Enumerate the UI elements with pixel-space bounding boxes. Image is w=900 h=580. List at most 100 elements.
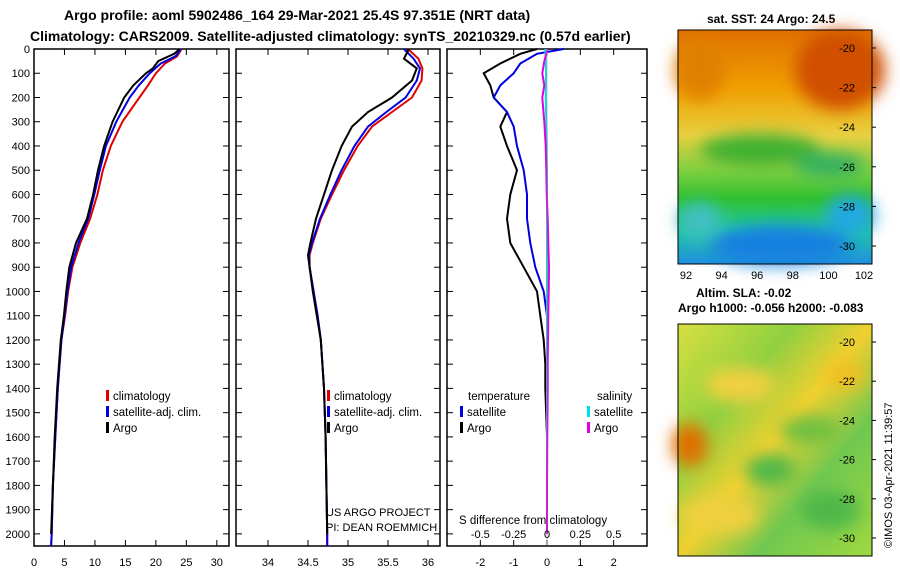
legend-swatch-satellite (106, 406, 109, 417)
depth-tick-label: 300 (12, 117, 30, 129)
map-lat-label: -22 (839, 83, 855, 95)
x-tick-label: 34 (262, 557, 274, 569)
x-tick-label: 2 (611, 557, 617, 569)
depth-tick-label: 1600 (6, 432, 30, 444)
series-line-t-satellite (492, 48, 564, 534)
x-tick-label: 10 (89, 557, 101, 569)
sla-map-title2: Argo h1000: -0.056 h2000: -0.083 (678, 301, 864, 315)
legend-t-satellite: satellite (467, 407, 506, 419)
x-tick-label: 1 (577, 557, 583, 569)
map-lat-label: -24 (839, 122, 855, 134)
x-tick-label: 15 (119, 557, 131, 569)
map-lat-label: -28 (839, 494, 855, 506)
series-line-s-argo (541, 48, 551, 534)
depth-tick-label: 100 (12, 68, 30, 80)
temperature-legend: climatology satellite-adj. clim. Argo (106, 390, 201, 435)
sla-map-axes: -20 -22 -24 -26 -28 -30 (839, 337, 876, 545)
legend-swatch-argo (106, 422, 109, 433)
sal-diff-tick-label: 0 (544, 529, 550, 541)
depth-tick-label: 200 (12, 92, 30, 104)
legend-satellite: satellite-adj. clim. (113, 407, 201, 419)
legend-climatology: climatology (334, 391, 392, 403)
depth-tick-label: 1000 (6, 286, 30, 298)
series-line-satellite-adj-clim- (50, 48, 182, 547)
legend-climatology: climatology (113, 391, 171, 403)
depth-tick-label: 600 (12, 189, 30, 201)
salinity-legend: climatology satellite-adj. clim. Argo (327, 390, 422, 435)
x-tick-label: 30 (211, 557, 223, 569)
map-lon-label: 102 (855, 270, 873, 282)
project-label: US ARGO PROJECT (326, 507, 431, 519)
map-lat-label: -28 (839, 201, 855, 213)
map-lon-label: 94 (715, 270, 727, 282)
difference-xlabel: S difference from climatology (459, 515, 607, 527)
depth-tick-label: 800 (12, 238, 30, 250)
temperature-plot-frame (33, 48, 230, 547)
sst-map-axes: -20 -22 -24 -26 -28 -30 92 94 96 98 100 102 (680, 43, 876, 282)
difference-legend: temperature satellite Argo salinity sate… (459, 391, 633, 541)
depth-tick-label: 1200 (6, 335, 30, 347)
series-line-t-argo (482, 48, 548, 534)
map-lon-label: 96 (751, 270, 763, 282)
legend-swatch-t-satellite (460, 406, 463, 417)
x-tick-label: -2 (475, 557, 485, 569)
depth-tick-label: 1800 (6, 480, 30, 492)
map-lat-label: -22 (839, 376, 855, 388)
depth-tick-label: 0 (24, 44, 30, 56)
series-line-argo (50, 48, 181, 534)
x-tick-label: 25 (180, 557, 192, 569)
salinity-plot-frame (235, 48, 441, 547)
sst-map-title: sat. SST: 24 Argo: 24.5 (707, 12, 836, 26)
depth-tick-label: 1900 (6, 505, 30, 517)
x-tick-label: 5 (61, 557, 67, 569)
depth-tick-label: 400 (12, 141, 30, 153)
depth-tick-label: 2000 (6, 529, 30, 541)
map-lat-label: -26 (839, 455, 855, 467)
x-tick-label: 36 (422, 557, 434, 569)
legend-t-argo: Argo (467, 423, 491, 435)
legend-swatch-climatology (106, 390, 109, 401)
x-tick-label: 0 (544, 557, 550, 569)
map-lon-label: 98 (787, 270, 799, 282)
x-tick-label: 35 (342, 557, 354, 569)
x-tick-label: -1 (509, 557, 519, 569)
map-lat-label: -24 (839, 415, 855, 427)
depth-tick-label: 700 (12, 214, 30, 226)
sal-diff-tick-label: 0.25 (570, 529, 591, 541)
depth-tick-label: 900 (12, 262, 30, 274)
legend-swatch-satellite (327, 406, 330, 417)
legend-swatch-climatology (327, 390, 330, 401)
legend-satellite: satellite-adj. clim. (334, 407, 422, 419)
sla-map-title1: Altim. SLA: -0.02 (696, 286, 792, 300)
legend-argo: Argo (113, 423, 137, 435)
legend-swatch-s-argo (587, 422, 590, 433)
depth-tick-label: 1300 (6, 359, 30, 371)
sal-diff-tick-label: -0.5 (471, 529, 490, 541)
map-lat-label: -20 (839, 43, 855, 55)
map-lat-label: -20 (839, 337, 855, 349)
x-tick-label: 0 (31, 557, 37, 569)
depth-axis: 0 100 200 300 400 500 600 700 800 900 1000 1100 1200… (6, 44, 647, 541)
depth-tick-label: 1500 (6, 408, 30, 420)
x-axes: 0 5 10 15 20 25 30 34 34.5 35 35.5 36 -2 -1 0 1 2 (31, 49, 617, 569)
sal-diff-tick-label: 0.5 (606, 529, 621, 541)
legend-swatch-argo (327, 422, 330, 433)
x-tick-label: 34.5 (297, 557, 318, 569)
legend-swatch-s-satellite (587, 406, 590, 417)
legend-s-argo: Argo (594, 423, 618, 435)
sla-map (672, 323, 873, 557)
series (50, 48, 564, 547)
legend-salinity-heading: salinity (597, 391, 632, 403)
depth-tick-label: 1400 (6, 383, 30, 395)
map-lon-label: 100 (819, 270, 837, 282)
series-line-argo (306, 48, 419, 534)
map-lat-label: -26 (839, 162, 855, 174)
salinity-diff-ticks: -0.5 -0.25 0 0.25 0.5 (471, 529, 621, 541)
watermark: ©IMOS 03-Apr-2021 11:39:57 (883, 403, 895, 548)
chart-title-line1: Argo profile: aoml 5902486_164 29-Mar-20… (64, 7, 530, 23)
map-lon-label: 92 (680, 270, 692, 282)
sst-map (675, 29, 885, 265)
depth-tick-label: 1100 (6, 311, 30, 323)
depth-tick-label: 500 (12, 165, 30, 177)
